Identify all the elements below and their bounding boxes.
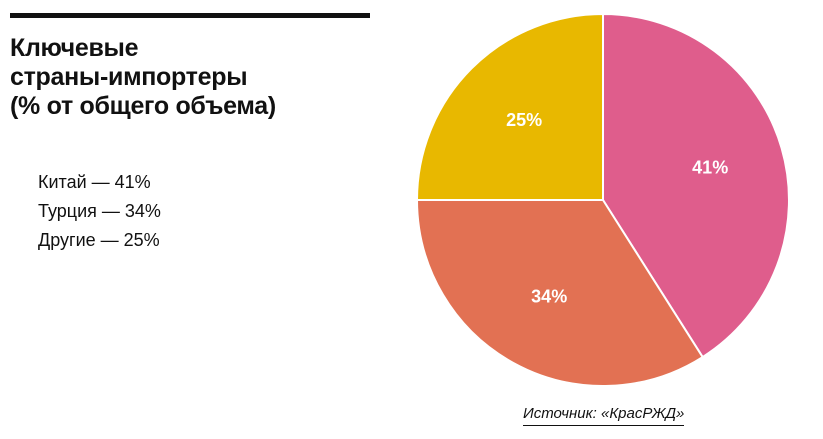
legend-item-turkey: Турция — 34% bbox=[38, 201, 161, 221]
legend-item-others: Другие — 25% bbox=[38, 230, 160, 250]
legend-item-china: Китай — 41% bbox=[38, 172, 151, 192]
pie-slice-label-2: 25% bbox=[506, 110, 542, 130]
chart-title-line: Ключевые bbox=[10, 34, 139, 62]
pie-slice-label-0: 41% bbox=[692, 158, 728, 178]
top-rule bbox=[10, 13, 370, 18]
pie-slice-0 bbox=[602, 12, 790, 359]
chart-title: Ключевые страны-импортеры (% от общего о… bbox=[10, 34, 370, 121]
source-note: Источник: «КрасРЖД» bbox=[523, 405, 685, 426]
pie-slice-label-1: 34% bbox=[531, 287, 567, 307]
pie-slice-2 bbox=[415, 12, 604, 201]
pie-slice-1 bbox=[415, 199, 705, 387]
chart-title-line: страны-импортеры bbox=[10, 63, 248, 91]
legend: Китай — 41% Турция — 34% Другие — 25% bbox=[38, 168, 161, 255]
chart-title-line: (% от общего объема) bbox=[10, 92, 276, 120]
